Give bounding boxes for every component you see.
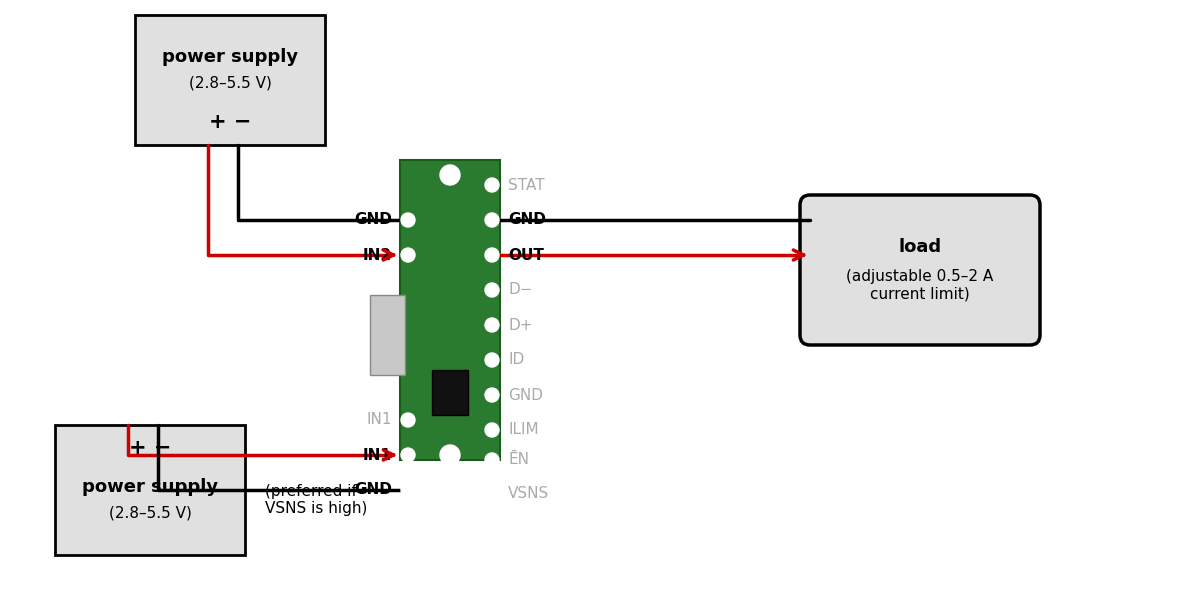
FancyBboxPatch shape bbox=[800, 195, 1040, 345]
Text: load: load bbox=[899, 238, 942, 256]
Text: D−: D− bbox=[508, 283, 533, 298]
Text: power supply: power supply bbox=[82, 478, 218, 496]
FancyBboxPatch shape bbox=[432, 370, 468, 415]
Text: IN1: IN1 bbox=[364, 448, 392, 463]
Text: ID: ID bbox=[508, 352, 524, 367]
Circle shape bbox=[485, 353, 499, 367]
Text: GND: GND bbox=[354, 212, 392, 227]
Circle shape bbox=[401, 248, 415, 262]
Text: ĒN: ĒN bbox=[508, 452, 529, 467]
Text: (2.8–5.5 V): (2.8–5.5 V) bbox=[108, 506, 192, 521]
Text: + −: + − bbox=[128, 439, 172, 458]
Circle shape bbox=[440, 165, 460, 185]
FancyBboxPatch shape bbox=[55, 425, 245, 555]
Circle shape bbox=[485, 388, 499, 402]
Circle shape bbox=[485, 318, 499, 332]
Text: power supply: power supply bbox=[162, 47, 298, 65]
Circle shape bbox=[401, 483, 415, 497]
Circle shape bbox=[485, 486, 499, 500]
Circle shape bbox=[485, 178, 499, 192]
Circle shape bbox=[401, 213, 415, 227]
Text: STAT: STAT bbox=[508, 178, 545, 193]
Text: VSNS: VSNS bbox=[508, 485, 550, 500]
Text: IN2: IN2 bbox=[362, 247, 392, 263]
Text: D+: D+ bbox=[508, 317, 533, 332]
Text: IN1: IN1 bbox=[366, 413, 392, 427]
Circle shape bbox=[401, 413, 415, 427]
Text: (preferred if
VSNS is high): (preferred if VSNS is high) bbox=[265, 484, 367, 516]
Text: (adjustable 0.5–2 A
current limit): (adjustable 0.5–2 A current limit) bbox=[846, 269, 994, 302]
Circle shape bbox=[485, 213, 499, 227]
Text: ILIM: ILIM bbox=[508, 422, 539, 437]
Circle shape bbox=[485, 248, 499, 262]
Text: GND: GND bbox=[354, 482, 392, 497]
FancyBboxPatch shape bbox=[400, 160, 500, 460]
Circle shape bbox=[485, 423, 499, 437]
FancyBboxPatch shape bbox=[134, 15, 325, 145]
Circle shape bbox=[440, 445, 460, 465]
FancyBboxPatch shape bbox=[370, 295, 406, 375]
Text: (2.8–5.5 V): (2.8–5.5 V) bbox=[188, 75, 271, 90]
Text: GND: GND bbox=[508, 212, 546, 227]
Text: OUT: OUT bbox=[508, 247, 544, 263]
Circle shape bbox=[485, 283, 499, 297]
Text: + −: + − bbox=[209, 112, 251, 131]
Circle shape bbox=[485, 453, 499, 467]
Circle shape bbox=[401, 448, 415, 462]
Text: GND: GND bbox=[508, 388, 542, 403]
